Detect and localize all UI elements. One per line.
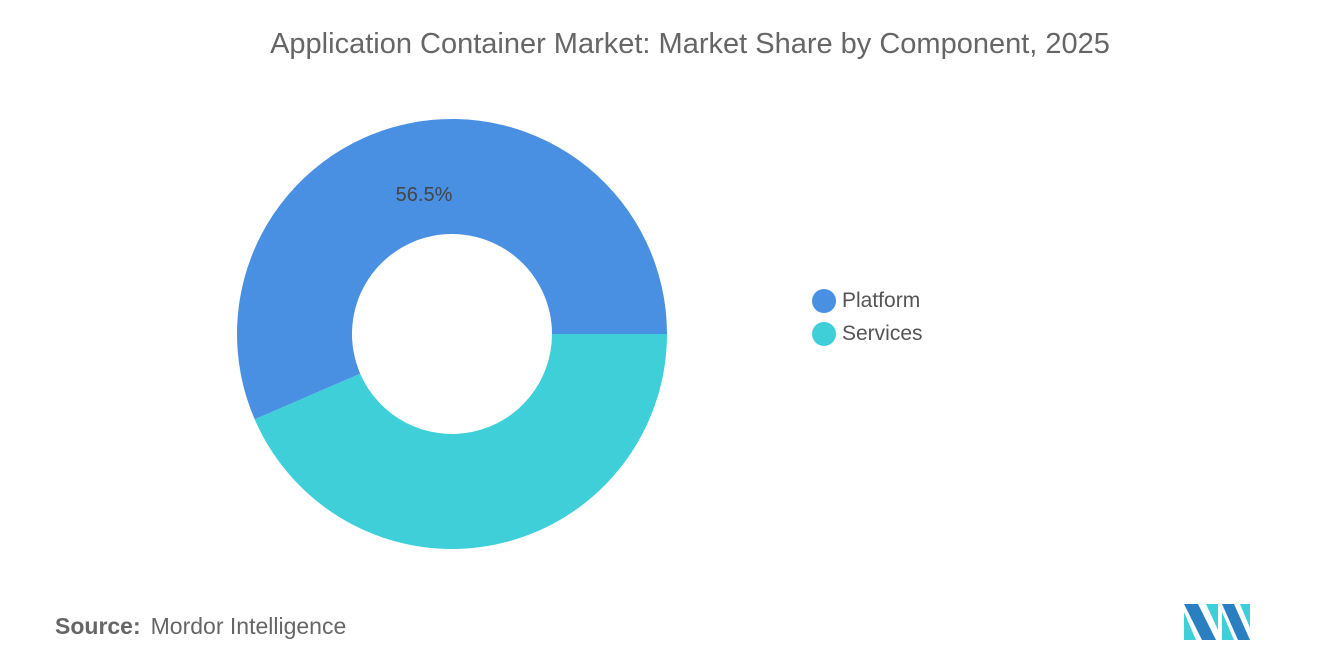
data-label: 56.5% xyxy=(396,184,453,206)
legend-swatch xyxy=(812,288,836,313)
mordor-logo xyxy=(1184,604,1250,640)
donut-slice-services[interactable] xyxy=(254,334,668,550)
donut-slice-platform[interactable] xyxy=(237,119,667,420)
chart-title: Application Container Market: Market Sha… xyxy=(270,28,1110,60)
legend-swatch xyxy=(812,321,836,346)
legend-item-platform[interactable]: Platform xyxy=(812,284,923,317)
legend-label: Services xyxy=(842,321,923,345)
legend-label: Platform xyxy=(842,288,921,312)
source-value: Mordor Intelligence xyxy=(150,613,347,639)
source-note: Source: Mordor Intelligence xyxy=(55,613,346,640)
legend: Platform Services xyxy=(812,284,923,350)
legend-item-services[interactable]: Services xyxy=(812,317,923,350)
source-label: Source: xyxy=(55,613,141,639)
